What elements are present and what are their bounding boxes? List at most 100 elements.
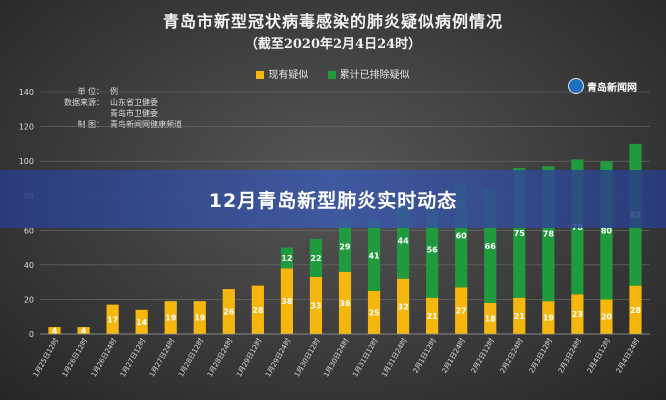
bar-current bbox=[280, 268, 294, 334]
y-tick-label: 140 bbox=[19, 88, 34, 97]
x-tick-label: 2月1日12时 bbox=[411, 337, 438, 375]
info-value: 例 bbox=[110, 87, 118, 96]
data-label-current: 27 bbox=[456, 307, 467, 316]
bar-current bbox=[222, 289, 235, 334]
x-tick-label: 2月2日24时 bbox=[498, 337, 525, 375]
x-tick-label: 1月26日24时 bbox=[89, 337, 118, 379]
bar-current bbox=[164, 301, 177, 334]
data-label-current: 36 bbox=[339, 299, 351, 308]
x-tick-label: 2月1日24时 bbox=[440, 337, 467, 375]
legend-label-current: 现有疑似 bbox=[268, 70, 309, 81]
y-tick-label: 120 bbox=[19, 123, 34, 132]
y-tick-label: 40 bbox=[24, 261, 34, 270]
data-label-current: 23 bbox=[572, 310, 583, 319]
data-label-excluded: 22 bbox=[310, 254, 321, 263]
data-label-excluded: 56 bbox=[427, 245, 439, 254]
x-tick-label: 1月25日12时 bbox=[31, 337, 60, 379]
legend-item-excluded: 累计已排除疑似 bbox=[327, 66, 410, 81]
info-row-source: 数据来源： 山东省卫健委 bbox=[56, 97, 182, 108]
data-label-current: 32 bbox=[398, 302, 409, 311]
info-key: 数据来源： bbox=[64, 98, 104, 107]
y-tick-label: 20 bbox=[24, 295, 34, 304]
bar-current bbox=[571, 294, 584, 334]
bar-current bbox=[455, 287, 468, 334]
bar-excluded bbox=[280, 247, 294, 269]
data-label-excluded: 80 bbox=[601, 226, 613, 235]
data-label-current: 33 bbox=[310, 301, 321, 310]
x-tick-label: 2月4日24时 bbox=[614, 337, 641, 375]
bar-current bbox=[106, 304, 119, 334]
legend-swatch-excluded bbox=[327, 71, 336, 79]
data-label-excluded: 29 bbox=[339, 243, 351, 252]
data-label-current: 19 bbox=[165, 314, 177, 323]
bar-excluded bbox=[309, 238, 323, 277]
data-label-excluded: 41 bbox=[368, 251, 380, 260]
x-tick-label: 1月31日24时 bbox=[379, 337, 408, 379]
chart-subtitle: （截至2020年2月4日24时） bbox=[244, 37, 422, 52]
bar-current bbox=[600, 299, 613, 334]
data-label-excluded: 78 bbox=[543, 230, 555, 239]
legend-item-current: 现有疑似 bbox=[256, 66, 308, 81]
x-tick-label: 2月3日24时 bbox=[556, 337, 583, 375]
y-tick-label: 100 bbox=[19, 157, 34, 166]
data-label-current: 21 bbox=[514, 312, 526, 321]
data-label-excluded: 66 bbox=[485, 242, 497, 251]
bar-current bbox=[396, 278, 410, 334]
bar-current bbox=[251, 285, 264, 334]
info-row-unit: 单 位： 例 bbox=[56, 86, 182, 97]
bar-current bbox=[629, 285, 642, 334]
x-tick-label: 1月26日12时 bbox=[60, 337, 89, 379]
bar-current bbox=[338, 271, 352, 334]
logo-text: 青岛新闻网 bbox=[587, 82, 637, 94]
headline-text: 12月青岛新型肺炎实时动态 bbox=[208, 189, 458, 212]
bar-current bbox=[77, 327, 90, 334]
bar-current bbox=[426, 297, 439, 334]
data-label-excluded: 44 bbox=[398, 237, 410, 246]
site-logo: 青岛新闻网 bbox=[568, 78, 637, 94]
data-label-current: 4 bbox=[81, 327, 87, 336]
bar-excluded bbox=[338, 221, 352, 272]
data-label-excluded: 75 bbox=[514, 229, 526, 238]
bar-current bbox=[309, 276, 323, 334]
x-tick-label: 1月30日24时 bbox=[321, 337, 350, 379]
headline-banner: 12月青岛新型肺炎实时动态 bbox=[0, 170, 666, 228]
data-label-excluded: 60 bbox=[456, 231, 468, 240]
data-label-current: 19 bbox=[543, 314, 555, 323]
x-tick-label: 1月31日12时 bbox=[350, 337, 379, 379]
x-tick-label: 1月29日24时 bbox=[263, 337, 292, 379]
info-value: 青岛新闻网健康频道 bbox=[110, 120, 182, 129]
data-label-current: 38 bbox=[281, 297, 293, 306]
data-label-current: 17 bbox=[107, 315, 118, 324]
x-tick-label: 1月27日24时 bbox=[147, 337, 176, 379]
y-tick-label: 60 bbox=[24, 226, 34, 235]
info-row-maker: 制 图： 青岛新闻网健康频道 bbox=[56, 119, 182, 130]
bar-current bbox=[193, 301, 206, 334]
x-tick-label: 1月27日12时 bbox=[118, 337, 147, 379]
x-tick-label: 1月28日24时 bbox=[205, 337, 234, 379]
x-tick-label: 2月2日12时 bbox=[469, 337, 496, 375]
bar-current bbox=[542, 301, 555, 334]
info-key: 单 位： bbox=[77, 87, 104, 96]
bar-current bbox=[48, 327, 61, 334]
info-key: 制 图： bbox=[77, 120, 104, 129]
bar-excluded bbox=[367, 219, 381, 291]
data-label-current: 26 bbox=[223, 308, 235, 317]
chart-title: 青岛市新型冠状病毒感染的肺炎疑似病例情况 bbox=[162, 12, 503, 31]
x-tick-label: 2月4日12时 bbox=[585, 337, 612, 375]
source-info: 单 位： 例 数据来源： 山东省卫健委 青岛市卫健委 制 图： 青岛新闻网健康频道 bbox=[56, 86, 182, 130]
bar-current bbox=[135, 309, 148, 334]
x-tick-label: 1月29日12时 bbox=[234, 337, 263, 379]
bar-current bbox=[484, 302, 497, 334]
data-label-current: 19 bbox=[194, 314, 206, 323]
x-tick-label: 1月30日12时 bbox=[292, 337, 321, 379]
y-tick-label: 0 bbox=[29, 330, 34, 339]
logo-icon bbox=[568, 78, 584, 94]
data-label-current: 14 bbox=[136, 318, 148, 327]
data-label-current: 18 bbox=[485, 314, 497, 323]
data-label-current: 4 bbox=[52, 327, 58, 336]
legend-swatch-current bbox=[256, 71, 265, 79]
data-label-current: 21 bbox=[427, 312, 439, 321]
data-label-current: 20 bbox=[601, 313, 613, 322]
chart-legend: 现有疑似 累计已排除疑似 bbox=[0, 66, 666, 81]
